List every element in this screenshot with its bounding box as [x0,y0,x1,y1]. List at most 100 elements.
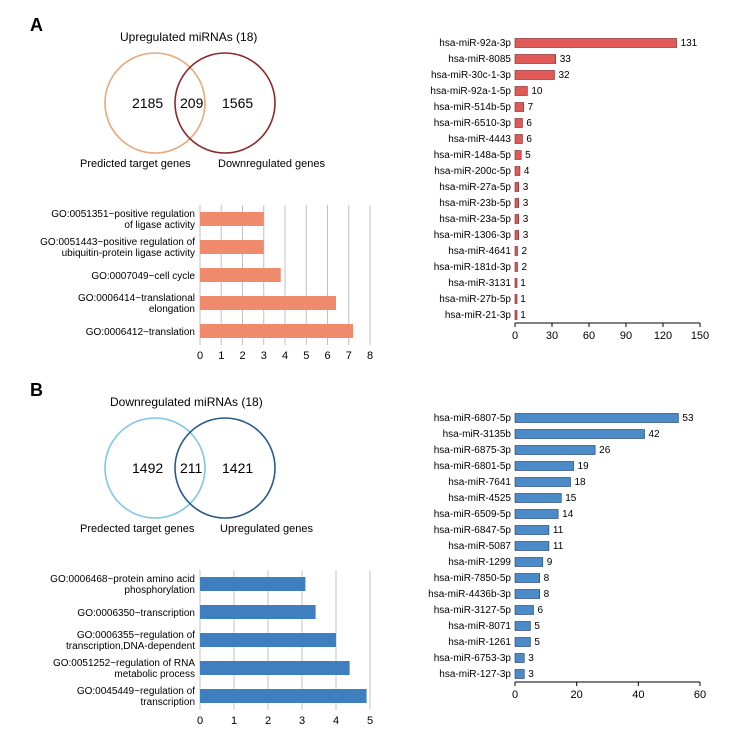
venn-b-left-label: Predected target genes [80,523,194,535]
svg-text:90: 90 [620,330,632,342]
svg-text:hsa-miR-7850-5p: hsa-miR-7850-5p [434,573,512,584]
svg-text:hsa-miR-23a-5p: hsa-miR-23a-5p [439,214,511,225]
panel-b-label: B [30,380,43,401]
venn-a-title: Upregulated miRNAs (18) [120,30,257,44]
svg-text:hsa-miR-4436b-3p: hsa-miR-4436b-3p [428,589,511,600]
svg-text:of ligase activity: of ligase activity [124,220,195,231]
go-chart-a: 012345678GO:0051351~positive regulationo… [20,200,380,350]
venn-a-mid-val: 209 [180,95,203,111]
svg-text:2: 2 [521,262,527,273]
svg-text:hsa-miR-4525: hsa-miR-4525 [448,493,511,504]
mir-chart-b: 0204060hsa-miR-6807-5p53hsa-miR-3135b42h… [400,405,730,725]
svg-text:metabolic process: metabolic process [114,669,195,680]
svg-text:53: 53 [682,413,694,424]
venn-b-mid-val: 211 [180,460,202,476]
svg-text:7: 7 [528,102,534,113]
svg-text:60: 60 [583,330,595,342]
svg-text:5: 5 [525,150,531,161]
svg-text:40: 40 [632,689,644,701]
venn-a: Upregulated miRNAs (18) 2185 209 1565 Pr… [60,30,360,190]
svg-text:hsa-miR-23b-5p: hsa-miR-23b-5p [439,198,511,209]
venn-b-right-val: 1421 [222,460,253,476]
svg-text:GO:0051443~positive regulation: GO:0051443~positive regulation of [40,237,195,248]
svg-text:hsa-miR-6875-3p: hsa-miR-6875-3p [434,445,512,456]
svg-text:3: 3 [261,350,267,362]
venn-b-title: Downregulated miRNAs (18) [110,395,263,409]
svg-text:15: 15 [565,493,577,504]
svg-text:8: 8 [367,350,373,362]
svg-text:18: 18 [575,477,587,488]
svg-text:2: 2 [521,246,527,257]
svg-text:5: 5 [534,637,540,648]
svg-text:5: 5 [367,715,373,727]
svg-text:hsa-miR-1306-3p: hsa-miR-1306-3p [434,230,512,241]
panel-a-label: A [30,15,43,36]
svg-text:GO:0045449~regulation of: GO:0045449~regulation of [77,686,195,697]
mir-chart-a: 0306090120150hsa-miR-92a-3p131hsa-miR-80… [400,30,730,350]
svg-text:60: 60 [694,689,706,701]
svg-text:5: 5 [534,621,540,632]
svg-text:8: 8 [544,573,550,584]
svg-text:3: 3 [523,198,529,209]
svg-text:0: 0 [512,330,518,342]
svg-text:transcription,DNA-dependent: transcription,DNA-dependent [66,641,195,652]
svg-text:150: 150 [691,330,709,342]
svg-text:19: 19 [578,461,590,472]
svg-text:hsa-miR-5087: hsa-miR-5087 [448,541,511,552]
svg-text:11: 11 [553,525,564,536]
svg-text:1: 1 [520,278,526,289]
svg-text:hsa-miR-3131: hsa-miR-3131 [448,278,511,289]
svg-text:hsa-miR-6847-5p: hsa-miR-6847-5p [434,525,512,536]
svg-text:0: 0 [197,350,203,362]
svg-text:hsa-miR-6801-5p: hsa-miR-6801-5p [434,461,512,472]
svg-text:hsa-miR-200c-5p: hsa-miR-200c-5p [434,166,511,177]
svg-text:3: 3 [523,214,529,225]
venn-a-left-label: Predicted target genes [80,158,191,170]
svg-text:ubiquitin-protein ligase activ: ubiquitin-protein ligase activity [62,248,195,259]
svg-text:1: 1 [218,350,224,362]
venn-a-right-val: 1565 [222,95,253,111]
svg-text:GO:0006355~regulation of: GO:0006355~regulation of [77,630,195,641]
svg-text:hsa-miR-181d-3p: hsa-miR-181d-3p [434,262,512,273]
svg-text:6: 6 [526,118,532,129]
svg-text:0: 0 [512,689,518,701]
svg-text:GO:0007049~cell cycle: GO:0007049~cell cycle [91,271,195,282]
svg-text:hsa-miR-6510-3p: hsa-miR-6510-3p [434,118,512,129]
svg-text:hsa-miR-514b-5p: hsa-miR-514b-5p [434,102,512,113]
svg-text:3: 3 [528,653,534,664]
svg-text:GO:0006350~transcription: GO:0006350~transcription [77,608,195,619]
svg-text:1: 1 [520,310,526,321]
svg-text:6: 6 [324,350,330,362]
venn-b-right-label: Upregulated genes [220,523,313,535]
svg-text:hsa-miR-6509-5p: hsa-miR-6509-5p [434,509,512,520]
svg-text:1: 1 [231,715,237,727]
go-chart-b: 012345GO:0006468~protein amino acidphosp… [20,565,380,725]
venn-a-left-val: 2185 [132,95,163,111]
venn-b: Downregulated miRNAs (18) 1492 211 1421 … [60,395,360,555]
svg-text:4: 4 [524,166,530,177]
svg-text:33: 33 [560,54,572,65]
svg-text:transcription: transcription [141,697,195,708]
svg-text:hsa-miR-148a-5p: hsa-miR-148a-5p [434,150,512,161]
svg-text:hsa-miR-6807-5p: hsa-miR-6807-5p [434,413,512,424]
svg-text:120: 120 [654,330,672,342]
venn-b-left-val: 1492 [132,460,163,476]
svg-text:3: 3 [528,669,534,680]
svg-text:32: 32 [558,70,570,81]
svg-text:0: 0 [197,715,203,727]
svg-text:hsa-miR-1299: hsa-miR-1299 [448,557,511,568]
svg-text:hsa-miR-3127-5p: hsa-miR-3127-5p [434,605,512,616]
venn-a-right-label: Downregulated genes [218,158,325,170]
svg-text:26: 26 [599,445,611,456]
svg-text:131: 131 [681,38,698,49]
svg-text:GO:0006412~translation: GO:0006412~translation [86,327,195,338]
svg-text:phosphorylation: phosphorylation [124,585,195,596]
svg-text:hsa-miR-30c-1-3p: hsa-miR-30c-1-3p [431,70,511,81]
svg-text:GO:0051252~regulation of RNA: GO:0051252~regulation of RNA [53,658,195,669]
svg-text:14: 14 [562,509,574,520]
svg-text:GO:0006414~translational: GO:0006414~translational [78,293,195,304]
svg-text:hsa-miR-4641: hsa-miR-4641 [448,246,511,257]
svg-text:3: 3 [523,182,529,193]
svg-text:hsa-miR-8071: hsa-miR-8071 [448,621,511,632]
svg-text:2: 2 [265,715,271,727]
